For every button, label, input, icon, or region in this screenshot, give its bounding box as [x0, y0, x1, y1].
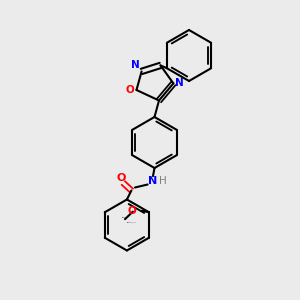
Text: N: N [131, 60, 140, 70]
Text: N: N [148, 176, 158, 187]
Text: methoxy_line: methoxy_line [127, 221, 136, 223]
Text: O: O [116, 173, 126, 184]
Text: O: O [126, 85, 135, 95]
Text: H: H [159, 176, 167, 187]
Text: N: N [175, 78, 184, 88]
Text: methoxy: methoxy [122, 216, 128, 218]
Text: O: O [128, 206, 136, 216]
